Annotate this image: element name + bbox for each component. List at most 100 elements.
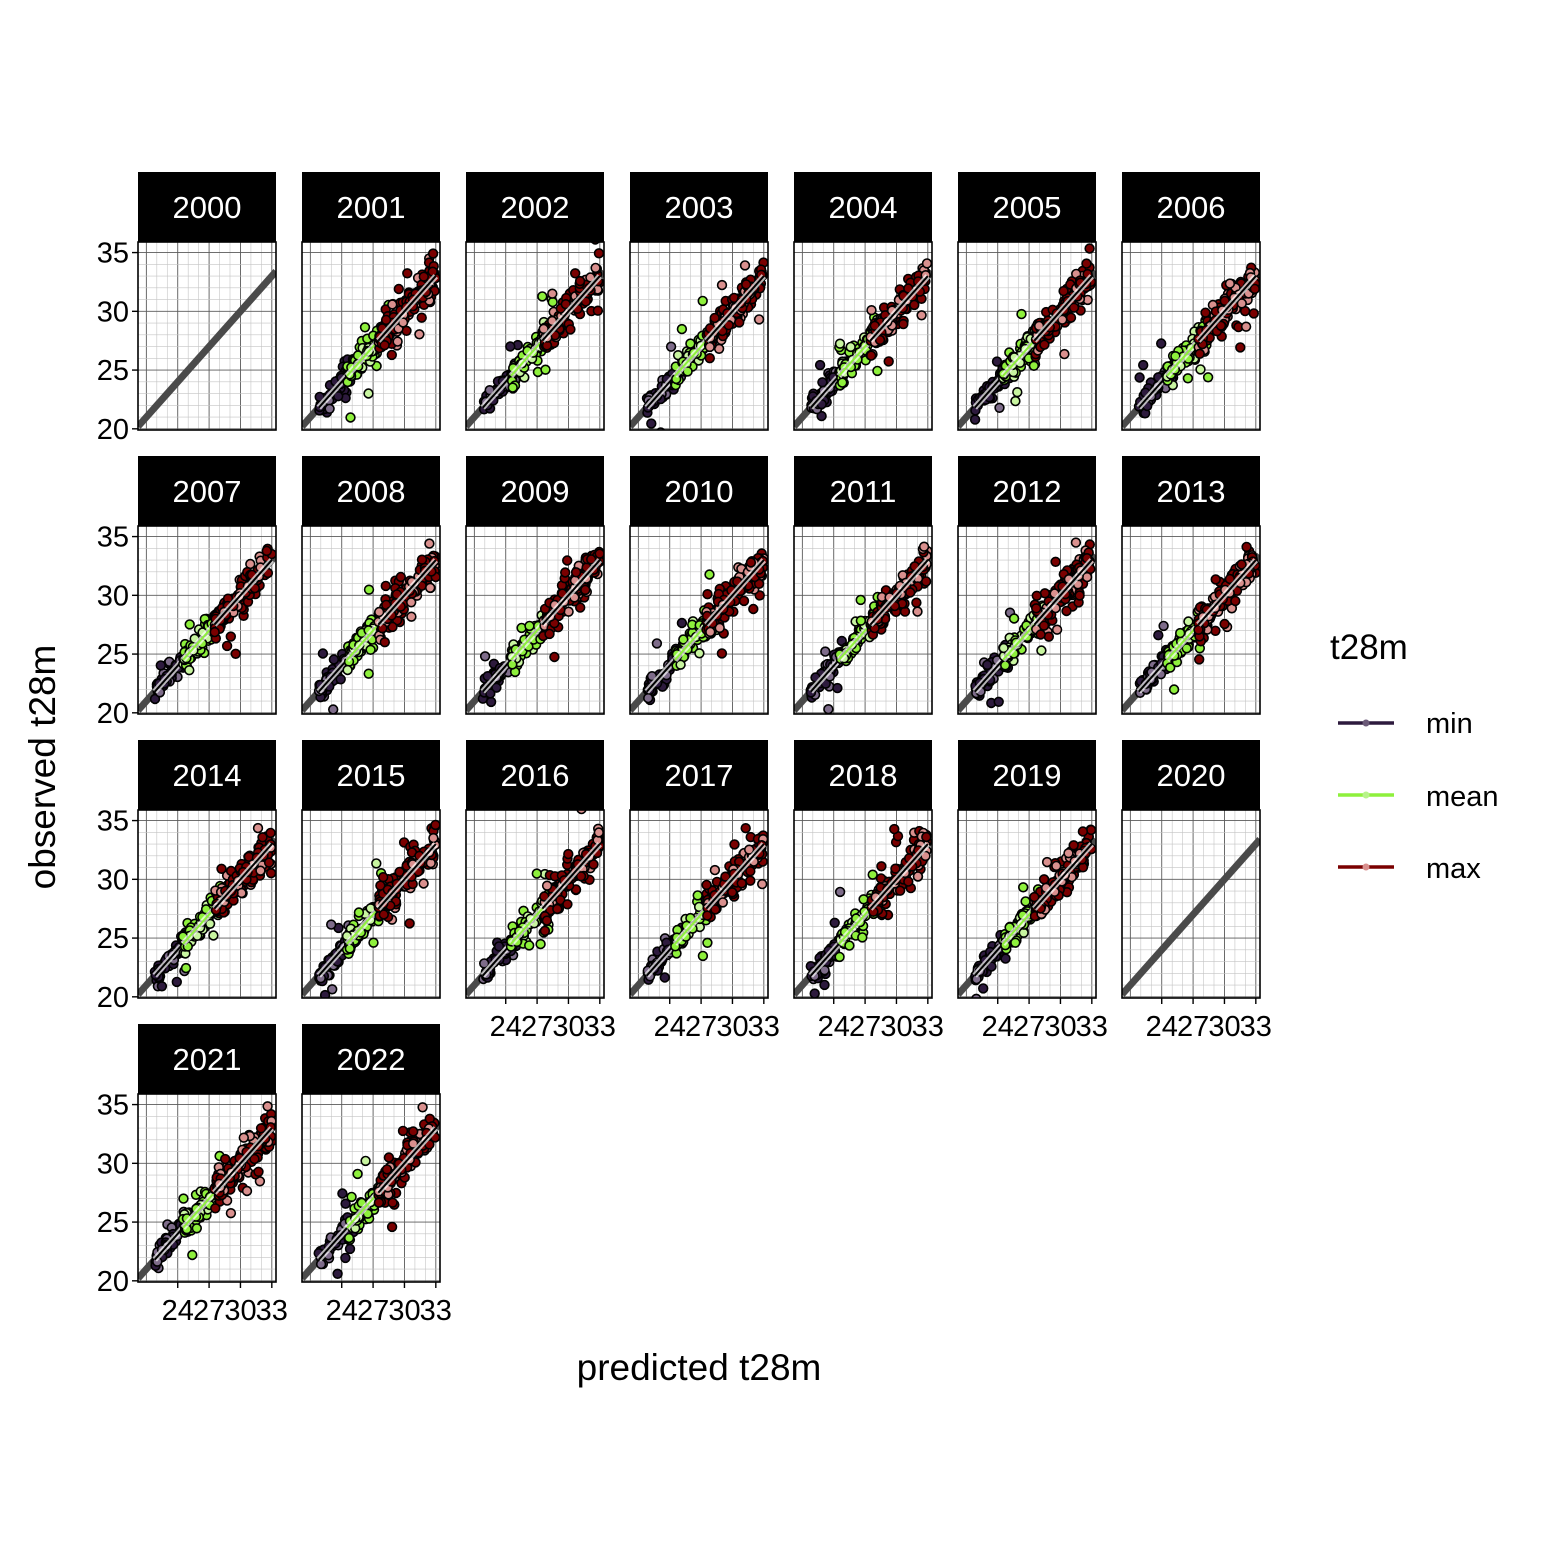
panel-data	[958, 537, 1096, 713]
strip-label: 2012	[993, 474, 1062, 509]
data-point-max	[1241, 541, 1252, 553]
data-point-max	[374, 606, 385, 618]
strip-label: 2004	[829, 190, 898, 225]
strip-background	[302, 456, 440, 526]
fit-line-max	[541, 275, 601, 342]
data-point-max	[574, 602, 586, 613]
data-point-max	[714, 622, 725, 634]
data-point-max	[416, 312, 427, 323]
data-point-min	[646, 670, 658, 682]
data-point-max	[1051, 624, 1063, 635]
data-point-max	[379, 636, 390, 648]
data-point-min	[651, 638, 663, 649]
panel-border	[957, 241, 1097, 431]
data-point-min	[171, 976, 183, 988]
data-point-max	[397, 317, 409, 328]
data-point-max	[748, 603, 759, 615]
data-point-max	[406, 611, 417, 622]
data-point-max	[424, 538, 435, 549]
strip-background	[630, 172, 768, 242]
data-point-mean	[1010, 395, 1021, 407]
panel-data	[794, 541, 932, 714]
data-point-min	[327, 984, 338, 995]
panel-border	[137, 241, 277, 431]
data-point-min	[1158, 620, 1169, 632]
data-point-max	[386, 349, 397, 361]
data-point-mean	[342, 664, 353, 676]
fit-line-max	[705, 559, 765, 626]
data-point-min	[982, 659, 993, 671]
data-point-max	[921, 258, 932, 269]
data-point-max	[593, 248, 604, 259]
data-point-mean	[697, 295, 708, 307]
data-point-max	[574, 275, 586, 287]
data-point-mean	[998, 642, 1009, 654]
strip-background	[138, 172, 276, 242]
data-point-min	[823, 704, 834, 714]
data-point-max	[427, 266, 438, 277]
y-tick-label: 35	[97, 238, 129, 270]
data-point-max	[225, 631, 237, 642]
facet-panel-2007: 2007 20 25 30 35	[97, 456, 277, 730]
data-point-max	[753, 314, 765, 325]
data-point-mean	[368, 937, 379, 948]
strip-label: 2014	[173, 758, 242, 793]
data-point-max	[705, 626, 716, 638]
data-point-max	[702, 588, 713, 600]
data-point-max	[911, 597, 922, 608]
data-point-max	[1248, 308, 1260, 319]
data-point-max	[1224, 573, 1236, 585]
data-point-max	[418, 878, 429, 889]
data-point-mean	[365, 644, 376, 655]
panel-border	[957, 525, 1097, 715]
data-point-max	[1031, 590, 1043, 601]
strip-background	[466, 172, 604, 242]
data-point-mean	[1164, 662, 1176, 673]
data-point-max	[733, 317, 745, 328]
data-point-max	[866, 305, 877, 316]
data-point-min	[482, 670, 493, 682]
data-point-max	[1235, 342, 1246, 353]
data-point-mean	[694, 648, 705, 659]
data-point-min	[485, 696, 497, 708]
strip-background	[958, 172, 1096, 242]
facet-panel-2012: 2012	[957, 456, 1097, 715]
data-point-mean	[675, 659, 686, 670]
panel-data	[1122, 262, 1260, 429]
data-point-min	[665, 341, 677, 352]
data-point-max	[380, 580, 391, 592]
data-point-mean	[353, 907, 365, 918]
data-point-min	[328, 654, 340, 665]
data-point-max	[378, 909, 389, 920]
panel-data	[466, 546, 604, 713]
strip-label: 2010	[665, 474, 734, 509]
data-point-mean	[363, 668, 374, 679]
data-point-max	[428, 832, 439, 844]
fit-line-max	[869, 275, 929, 342]
strip-label: 2005	[993, 190, 1062, 225]
panel-data	[138, 543, 276, 713]
y-tick-label: 20	[97, 698, 129, 730]
y-tick-label: 30	[97, 580, 129, 612]
fit-line-max	[1197, 275, 1257, 342]
panel-border	[629, 525, 769, 715]
panel-border	[793, 241, 933, 431]
data-point-mean	[1016, 308, 1027, 320]
y-tick-label: 25	[97, 355, 129, 387]
data-point-max	[563, 606, 574, 617]
data-point-mean	[363, 584, 375, 595]
y-tick-label: 20	[97, 982, 129, 1014]
panel-data	[794, 258, 932, 429]
strip-background	[794, 456, 932, 526]
data-point-max	[592, 305, 604, 316]
data-point-mean	[523, 940, 535, 951]
data-point-min	[493, 941, 505, 952]
fit-line-max	[1197, 559, 1257, 626]
data-point-max	[430, 819, 440, 831]
data-point-min	[832, 682, 843, 694]
data-point-max	[1219, 618, 1230, 630]
y-tick-label: 20	[97, 414, 129, 446]
strip-background	[302, 172, 440, 242]
data-point-max	[406, 597, 417, 608]
